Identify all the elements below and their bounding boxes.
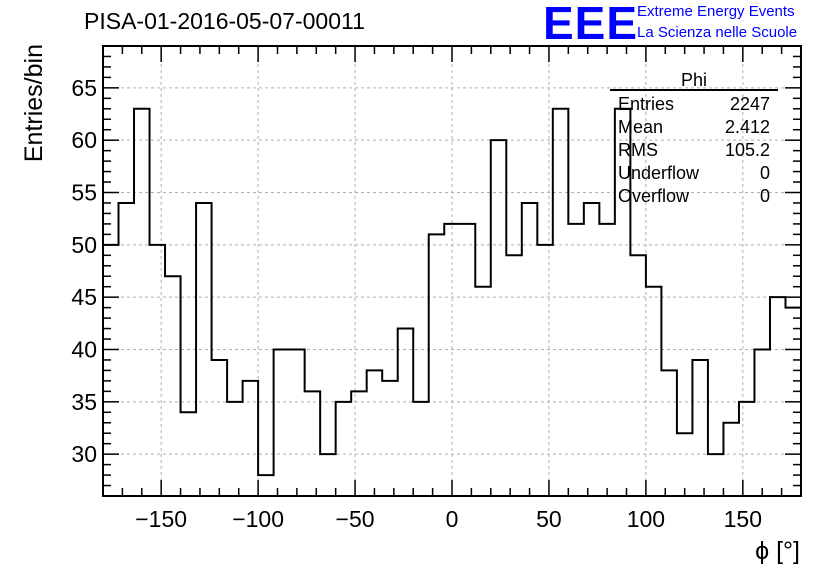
histogram-outline — [103, 107, 801, 477]
y-tick-label: 60 — [71, 127, 97, 153]
histogram-bin — [382, 381, 398, 496]
histogram-bin — [289, 349, 305, 496]
histogram-bin — [506, 255, 522, 496]
x-tick-label: 150 — [724, 506, 762, 532]
x-tick-label: 50 — [536, 506, 562, 532]
histogram-bin — [398, 329, 414, 496]
y-tick-label: 50 — [71, 232, 97, 258]
y-tick-label: 40 — [71, 336, 97, 362]
histogram-bin — [119, 203, 135, 496]
x-tick-label: −50 — [336, 506, 375, 532]
x-tick-label: −150 — [135, 506, 187, 532]
stats-row-value: 0 — [760, 163, 770, 183]
histogram-bin — [243, 381, 259, 496]
histogram-bin — [258, 475, 274, 496]
histogram-bin — [212, 360, 228, 496]
histogram-bin — [444, 224, 460, 496]
x-axis-label: ϕ [°] — [755, 537, 800, 565]
x-tick-label: 100 — [627, 506, 665, 532]
histogram-bin — [522, 203, 538, 496]
stats-row-value: 2.412 — [725, 117, 770, 137]
histogram-bin — [584, 203, 600, 496]
stats-row-label: Overflow — [618, 186, 690, 206]
histogram-bin — [413, 402, 429, 496]
histogram-bin — [274, 349, 290, 496]
histogram-bin — [708, 454, 724, 496]
y-tick-label: 35 — [71, 389, 97, 415]
y-axis-label: Entries/bin — [20, 44, 48, 162]
stats-title: Phi — [681, 70, 707, 90]
axes: −150 −100 −50 0 50 100 150 30 35 40 45 50 55 60 65 — [71, 45, 802, 532]
histogram-bin — [677, 433, 693, 496]
plot-title: PISA-01-2016-05-07-00011 — [84, 8, 365, 34]
histogram-bin — [227, 402, 243, 496]
stats-box: Phi Entries 2247 Mean 2.412 RMS 105.2 Underflo… — [610, 70, 778, 206]
histogram-bin — [661, 370, 677, 496]
y-tick-label: 55 — [71, 180, 97, 206]
histogram-bin — [537, 245, 553, 496]
y-tick-label: 65 — [71, 75, 97, 101]
histogram-bin — [630, 255, 646, 496]
stats-row-label: Mean — [618, 117, 663, 137]
histogram-bin — [491, 140, 507, 496]
histogram-bin — [196, 203, 212, 496]
stats-row-value: 105.2 — [725, 140, 770, 160]
histogram-bin — [739, 402, 755, 496]
histogram-bin — [770, 297, 786, 496]
histogram-bin — [181, 412, 197, 496]
y-tick-label: 45 — [71, 284, 97, 310]
logo-tagline-1: Extreme Energy Events — [637, 3, 795, 20]
histogram-bin — [723, 423, 739, 496]
histogram-bin — [646, 287, 662, 496]
histogram-bin — [336, 402, 352, 496]
eee-logo: EEE — [543, 0, 639, 49]
histogram-bin — [351, 391, 367, 496]
stats-row-label: Entries — [618, 94, 674, 114]
histogram-bin — [320, 454, 336, 496]
stats-row-label: Underflow — [618, 163, 700, 183]
histogram-bin — [150, 245, 166, 496]
histogram-bin — [599, 224, 615, 496]
stats-row-value: 0 — [760, 186, 770, 206]
histogram-bin — [475, 287, 491, 496]
stats-row-value: 2247 — [730, 94, 770, 114]
histogram-bin — [553, 109, 569, 496]
histogram-bin — [692, 360, 708, 496]
stats-row-label: RMS — [618, 140, 658, 160]
histogram-bin — [460, 224, 476, 496]
histogram-bin — [134, 109, 150, 496]
histogram-bin — [305, 391, 321, 496]
histogram-bin — [754, 349, 770, 496]
x-tick-label: −100 — [232, 506, 284, 532]
histogram-bin — [429, 234, 445, 496]
logo-tagline-2: La Scienza nelle Scuole — [637, 24, 798, 41]
histogram-bin — [165, 276, 181, 496]
histogram-bin — [568, 224, 584, 496]
histogram-series — [103, 107, 801, 496]
histogram-bin — [367, 370, 383, 496]
y-tick-label: 30 — [71, 441, 97, 467]
x-tick-label: 0 — [446, 506, 459, 532]
